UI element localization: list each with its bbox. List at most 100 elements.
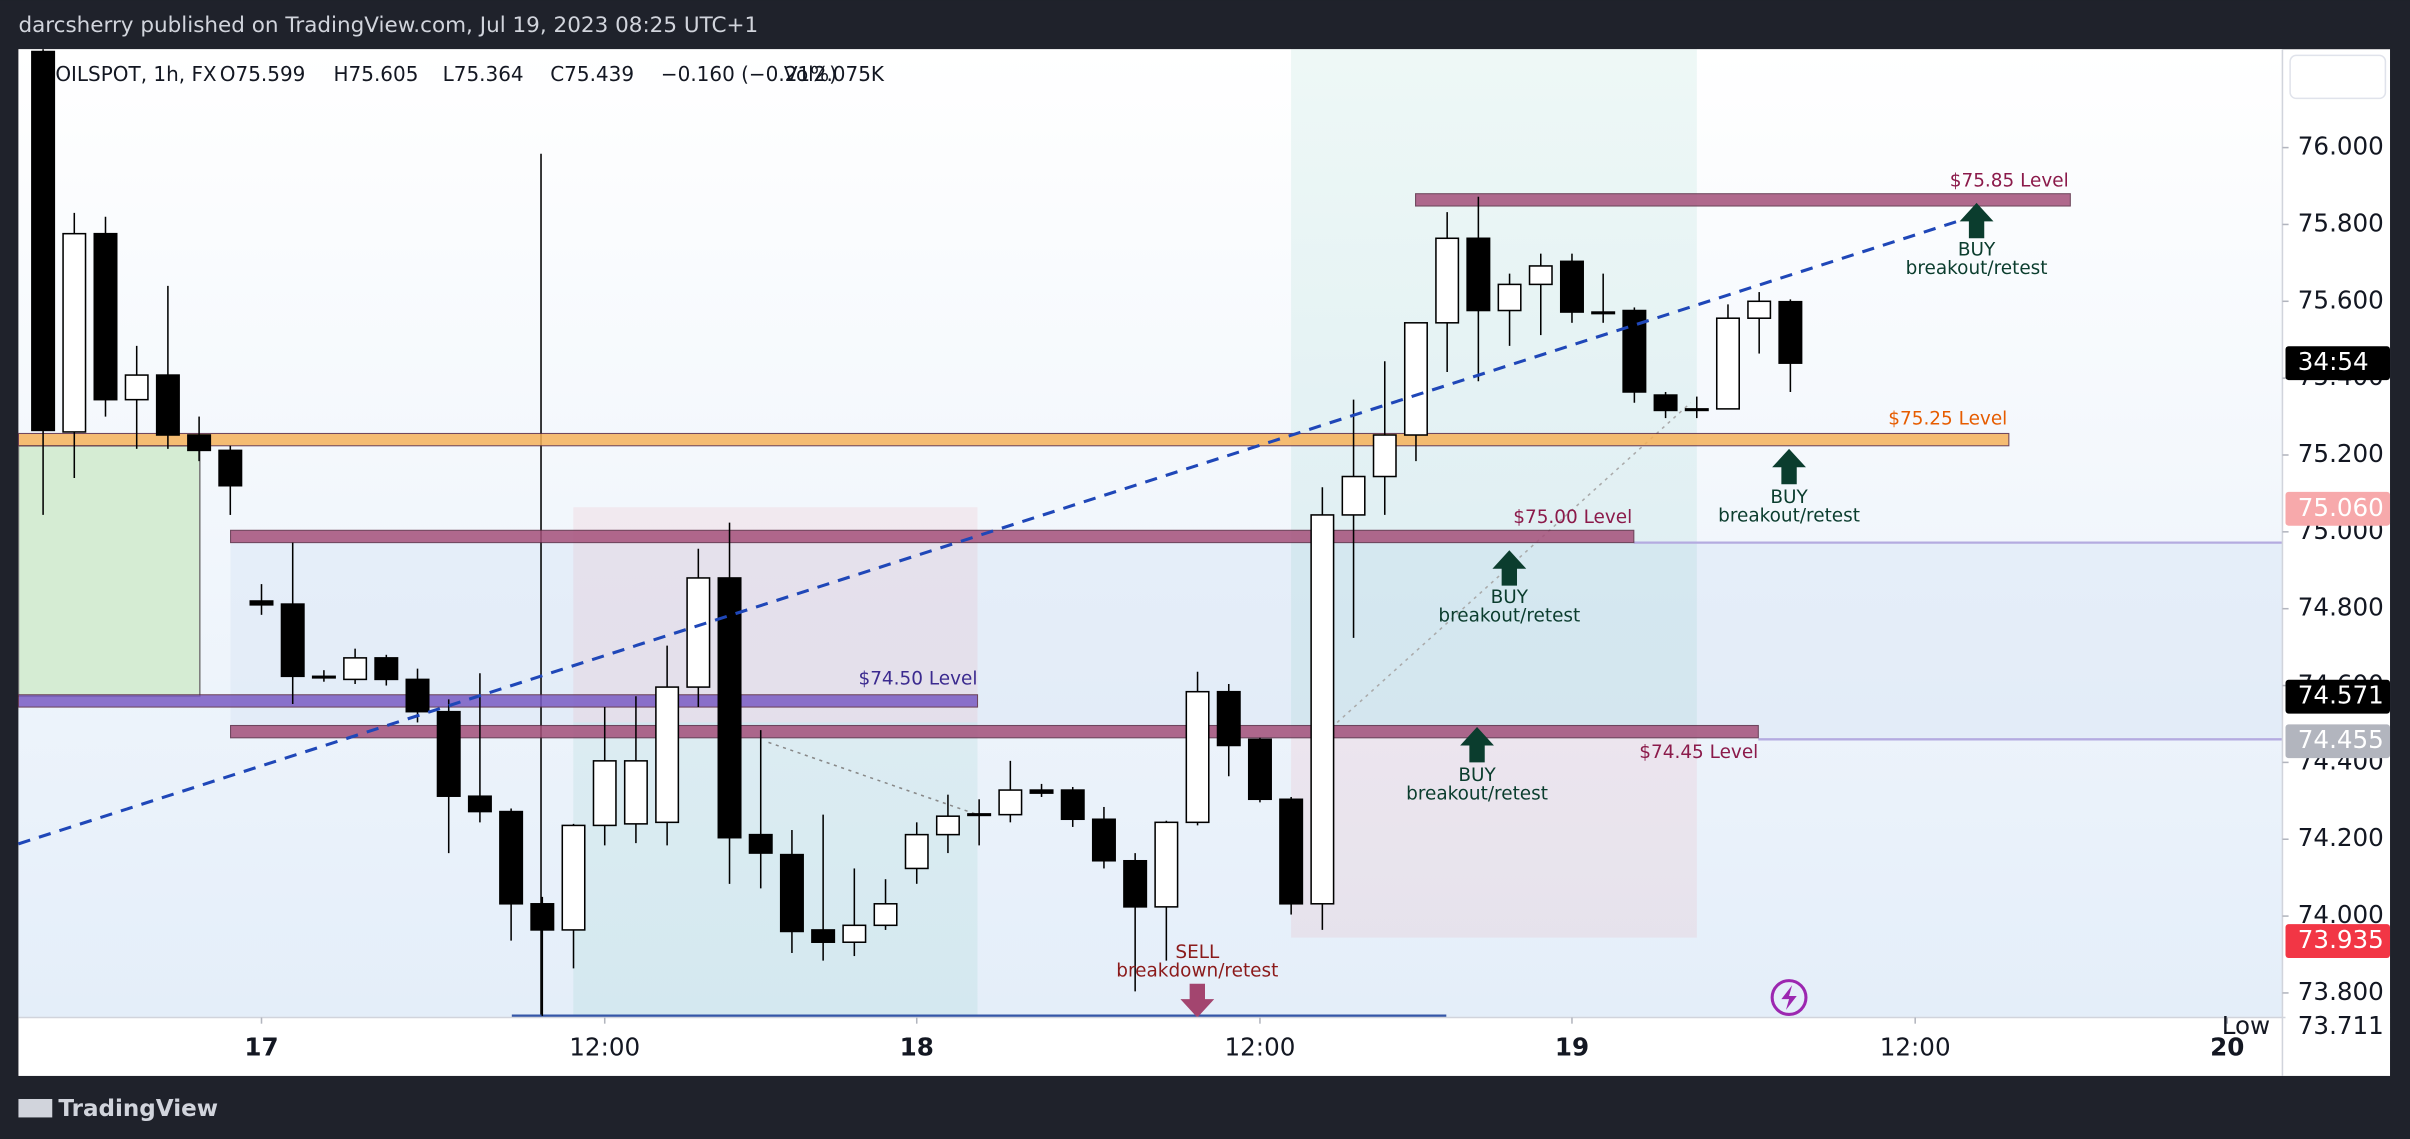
legend-item: Vol2.075K [784,62,885,86]
candle-body [1372,434,1397,478]
candle-body [1715,317,1740,410]
y-tick-label: 75.800 [2298,208,2384,237]
legend-item: C75.439 [550,62,634,86]
level-label: $75.85 Level [1950,170,2069,191]
candle-body [1123,859,1148,908]
annotations: BUYbreakout/retestBUYbreakout/retestBUYb… [1116,202,2048,1018]
y-tick-label: 73.800 [2298,977,2384,1006]
x-tick-label: 19 [1555,1032,1589,1061]
annotation-note: breakout/retest [1718,505,1860,526]
candle-body [1684,408,1709,412]
y-tick-label: 74.200 [2298,823,2384,852]
zone [230,542,2283,738]
candle-body [218,449,243,487]
price-badge-label: 73.711 [2298,1011,2384,1040]
candle-body [1778,300,1803,364]
arrow [1772,448,1806,485]
candle-body [31,50,56,432]
level-bar [230,724,1759,739]
legend: OILSPOT, 1h, FX O75.599 H75.605 L75.364 C75.… [55,62,885,86]
candle-body [1559,260,1584,313]
countdown: 34:54 [2298,347,2369,376]
annotation-note: breakout/retest [1438,605,1580,626]
x-tick-label: 20 [2210,1032,2244,1061]
level-bar [17,694,979,708]
candle-body [655,686,680,824]
level-label: $75.00 Level [1513,507,1632,528]
level-bar [1415,193,2071,207]
candle-body [1653,394,1678,412]
candle-body [62,232,87,433]
candle-body [1091,818,1116,862]
level-bar [230,529,1635,544]
annotation-action: SELL [1175,942,1220,963]
x-tick-label: 18 [900,1032,934,1061]
y-tick-label: 75.200 [2298,439,2384,468]
candle-body [280,603,305,678]
candle-body [1185,690,1210,824]
candle-body [717,577,742,839]
axes: 73.80074.00074.20074.40074.60074.80075.0… [244,132,2391,1061]
candle-body [1247,738,1272,801]
candle-body [686,577,711,688]
connector [768,741,978,816]
candle-body [499,810,524,905]
candle-body [998,789,1023,816]
arrow [1492,550,1527,586]
candle-body [1403,322,1428,436]
alert-icon [1770,979,1808,1016]
price-badge-label: 75.060 [2298,493,2384,522]
annotation-action: BUY [1770,487,1808,508]
legend-item: −0.160 (−0.21%) [661,62,837,86]
legend-item: OILSPOT, 1h, FX [55,62,217,86]
price-badge-label: 73.935 [2298,925,2384,954]
low-label: Low [2222,1011,2270,1040]
price-badge [2285,1010,2391,1045]
candle-body [1154,821,1179,908]
candle-body [842,924,867,943]
candle-body [467,795,492,813]
candle-body [1528,265,1553,286]
annotation-action: BUY [1458,765,1496,786]
price-badge-label: 74.571 [2298,681,2384,710]
legend-item: H75.605 [334,62,419,86]
level-label: $74.50 Level [858,668,977,689]
candle-body [530,903,555,931]
legend-item: L75.364 [443,62,524,86]
candle-body [592,760,617,827]
candle-body [623,760,648,825]
alert-icon [1781,985,1797,1010]
arrow [1959,202,1994,239]
price-badge [2285,924,2391,958]
candle-body [187,434,212,452]
position-reward [1291,49,1697,738]
arrow [1180,983,1215,1018]
x-tick-label: 17 [244,1032,278,1061]
axis-button[interactable] [2289,54,2387,100]
candle-body [873,903,898,927]
footer: TradingView [58,1096,218,1122]
zone [18,445,201,698]
candle-body [561,824,586,931]
y-tick-label: 74.800 [2298,593,2384,622]
x-tick-label: 12:00 [569,1032,640,1061]
candle-body [779,853,804,933]
annotation-note: breakout/retest [1906,258,2048,279]
level-bar [17,432,2010,447]
candle-body [1466,237,1491,312]
candle-body [405,678,430,713]
arrow [1460,727,1494,763]
candle-body [1341,475,1366,516]
candle-body [904,833,929,870]
candle-body [1747,300,1772,319]
candle-body [124,374,149,401]
position-risk [1291,737,1697,938]
level-label: $75.25 Level [1888,409,2007,430]
x-tick-label: 12:00 [1225,1032,1296,1061]
level-label: $74.45 Level [1639,742,1758,763]
price-badge [2285,679,2391,714]
candle-body [374,657,399,681]
logo [18,1098,53,1118]
annotation-note: breakdown/retest [1116,960,1278,981]
